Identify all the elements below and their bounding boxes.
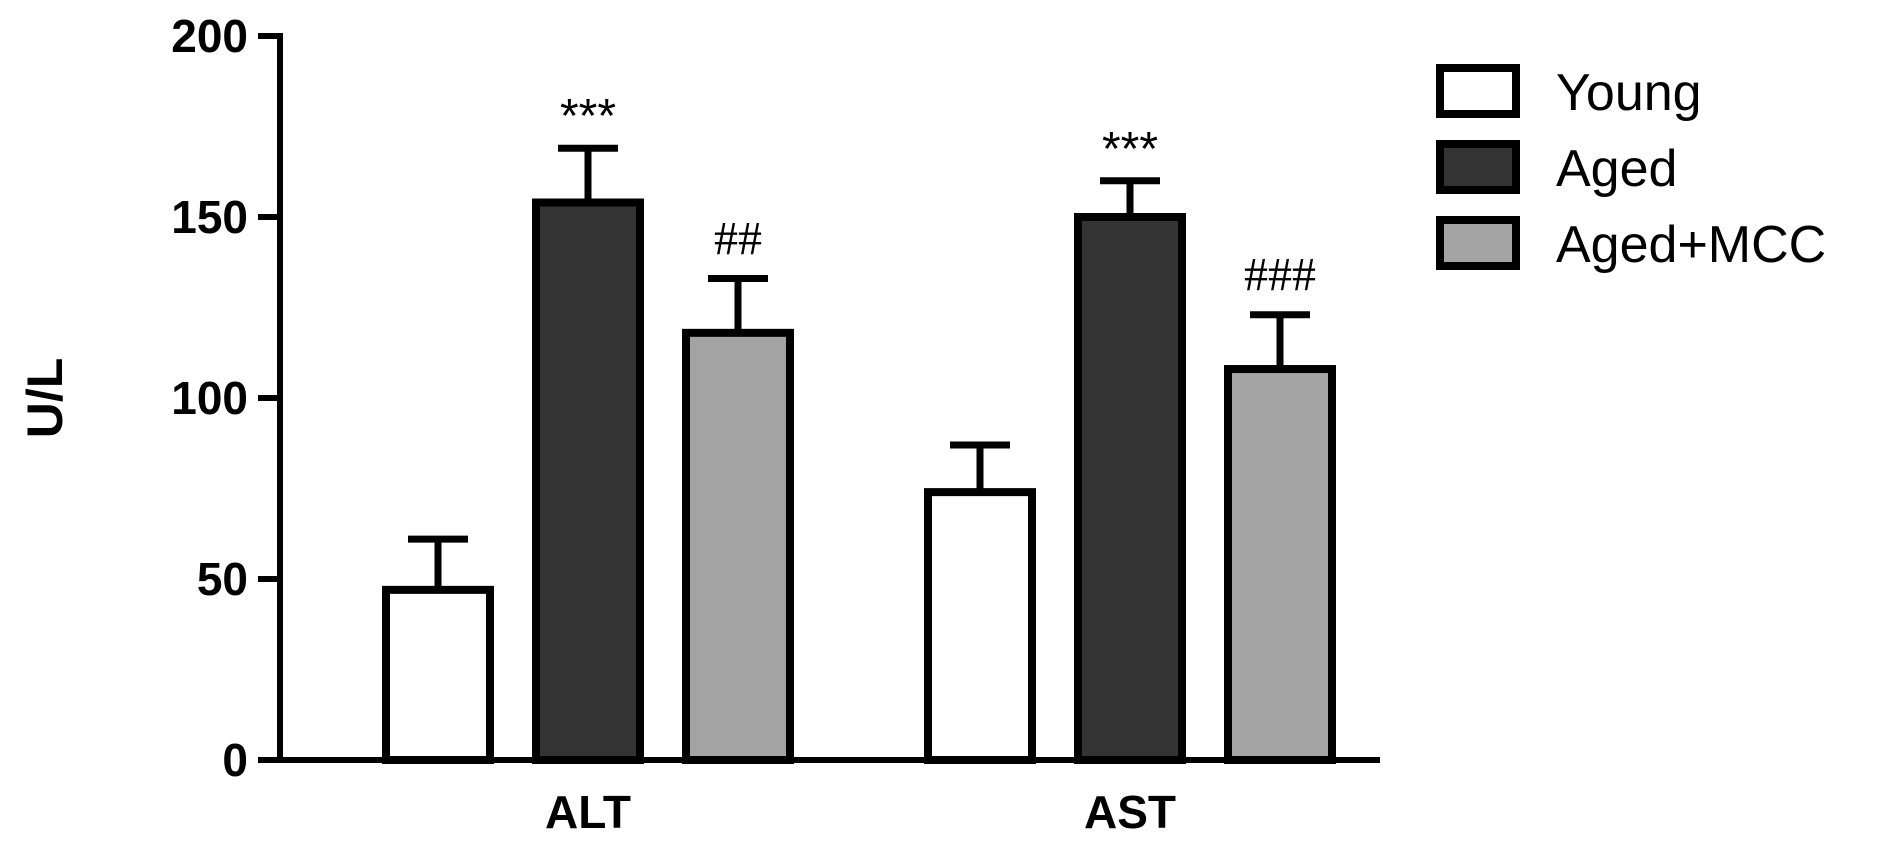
x-category-label: ALT	[545, 786, 631, 838]
y-tick-label: 50	[197, 553, 248, 605]
legend-swatch	[1436, 140, 1520, 194]
bar-aged-ast	[1074, 213, 1186, 764]
bar-aged-mcc-alt	[682, 328, 794, 764]
legend-label: Aged+MCC	[1556, 216, 1826, 274]
y-axis-title: U/L	[17, 358, 73, 439]
legend-swatch	[1436, 64, 1520, 118]
bar-aged-mcc-ast	[1224, 365, 1336, 764]
bar-young-ast	[924, 488, 1036, 764]
bar-aged-alt	[532, 198, 644, 764]
legend-swatch	[1436, 216, 1520, 270]
legend: Young Aged Aged+MCC	[1436, 64, 1826, 274]
significance-annotation: ***	[1102, 123, 1158, 176]
significance-annotation: ***	[560, 90, 616, 143]
bar-young-alt	[382, 585, 494, 764]
legend-label: Young	[1556, 64, 1702, 122]
axes: 0 50 100 150 200 U/L ALT AST	[17, 10, 1380, 838]
legend-label: Aged	[1556, 140, 1677, 198]
y-tick-label: 100	[171, 372, 248, 424]
x-category-label: AST	[1084, 786, 1176, 838]
y-tick-label: 0	[222, 734, 248, 786]
y-tick-label: 150	[171, 191, 248, 243]
significance-annotation: ###	[1244, 249, 1316, 302]
y-tick-label: 200	[171, 10, 248, 62]
bars: *** ## *** ###	[382, 90, 1336, 764]
significance-annotation: ##	[714, 213, 762, 266]
